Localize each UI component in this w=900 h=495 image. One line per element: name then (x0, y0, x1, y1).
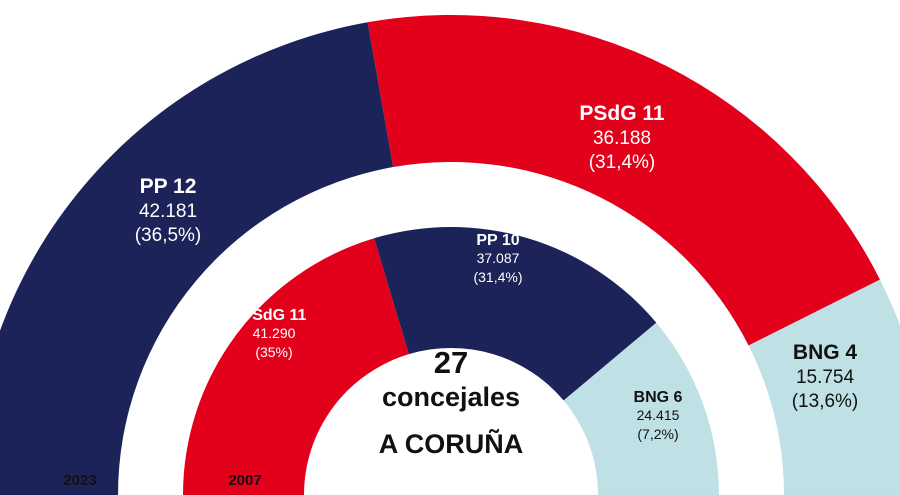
outer-label-0-pct: (36,5%) (135, 225, 202, 246)
outer-label-1-votes: 36.188 (593, 128, 651, 149)
outer-label-2-title: BNG 4 (793, 341, 858, 364)
outer-label-2-votes: 15.754 (796, 367, 855, 388)
center-total: 27 (434, 345, 468, 380)
outer-label-0-votes: 42.181 (139, 201, 197, 222)
ring-2023 (0, 15, 900, 495)
inner-label-1-title: PP 10 (476, 232, 519, 249)
outer-label-1-pct: (31,4%) (589, 152, 656, 173)
inner-label-2-votes: 24.415 (637, 407, 680, 423)
inner-ring-segment-bng (563, 322, 719, 495)
outer-label-2-pct: (13,6%) (792, 391, 859, 412)
inner-label-0-title: PSdG 11 (242, 307, 307, 324)
inner-label-1-pct: (31,4%) (473, 269, 522, 285)
inner-ring-segment-psdg (183, 238, 409, 495)
inner-label-0-pct: (35%) (255, 344, 292, 360)
inner-label-2-pct: (7,2%) (637, 426, 678, 442)
outer-ring-segment-pp (0, 22, 394, 495)
year-label-outer: 2023 (63, 472, 96, 489)
outer-label-1-title: PSdG 11 (579, 102, 665, 125)
inner-ring-segment-pp (374, 226, 657, 401)
center-unit: concejales (382, 382, 520, 412)
outer-ring-segment-psdg (367, 15, 880, 346)
inner-label-0-votes: 41.290 (253, 325, 296, 341)
center-city: A CORUÑA (379, 428, 524, 459)
year-label-inner: 2007 (228, 472, 261, 489)
outer-ring-segment-bng (748, 279, 900, 495)
ring-2007 (183, 226, 719, 495)
outer-label-0-title: PP 12 (140, 175, 197, 198)
inner-label-1-votes: 37.087 (477, 250, 520, 266)
inner-label-2-title: BNG 6 (634, 389, 683, 406)
